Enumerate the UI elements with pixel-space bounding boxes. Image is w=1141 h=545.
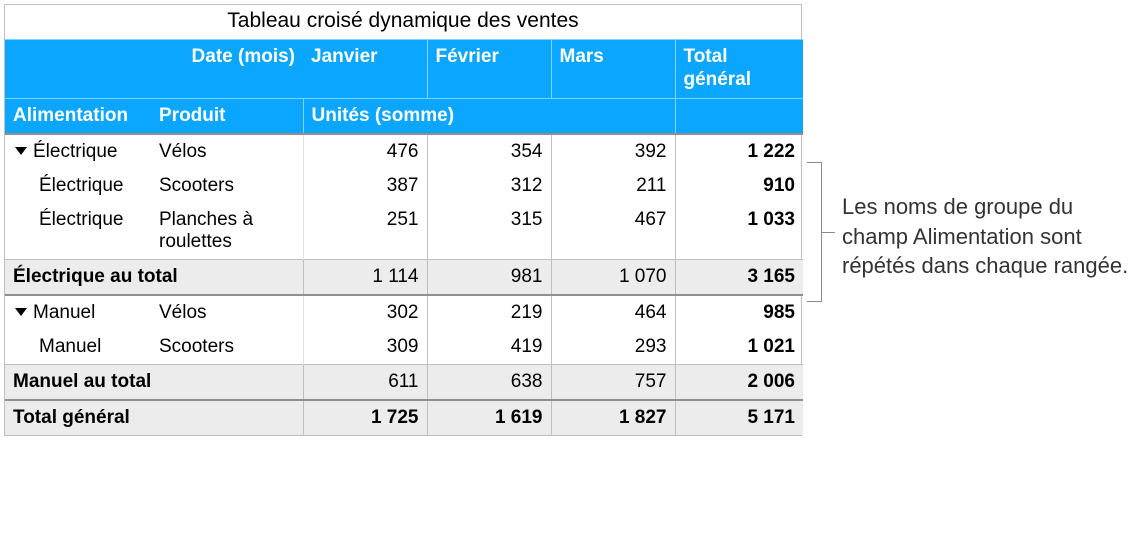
- subtotal-cell: 757: [551, 364, 675, 400]
- table-row: Manuel Vélos 302 219 464 985: [5, 295, 803, 330]
- table-row: Électrique Planches à roulettes 251 315 …: [5, 203, 803, 260]
- table-row: Électrique Vélos 476 354 392 1 222: [5, 134, 803, 169]
- subtotal-row: Électrique au total 1 114 981 1 070 3 16…: [5, 259, 803, 295]
- subtotal-total-cell: 3 165: [675, 259, 803, 295]
- table-row: Manuel Scooters 309 419 293 1 021: [5, 330, 803, 365]
- header-month: Mars: [551, 40, 675, 99]
- disclosure-triangle-icon[interactable]: [15, 147, 27, 155]
- product-cell: Scooters: [151, 330, 303, 365]
- grand-total-total-cell: 5 171: [675, 400, 803, 435]
- disclosure-triangle-icon[interactable]: [15, 308, 27, 316]
- grand-total-cell: 1 725: [303, 400, 427, 435]
- value-cell: 251: [303, 203, 427, 260]
- value-cell: 419: [427, 330, 551, 365]
- row-total-cell: 1 021: [675, 330, 803, 365]
- header-empty: [675, 98, 803, 134]
- value-cell: 354: [427, 134, 551, 169]
- subtotal-cell: 1 070: [551, 259, 675, 295]
- value-cell: 464: [551, 295, 675, 330]
- value-cell: 302: [303, 295, 427, 330]
- group-name: Électrique: [13, 209, 124, 231]
- row-total-cell: 1 033: [675, 203, 803, 260]
- group-name: Électrique: [33, 141, 118, 162]
- product-cell: Planches à roulettes: [151, 203, 303, 260]
- grand-total-label: Total général: [5, 400, 303, 435]
- annotation: Les noms de groupe du champ Alimentation…: [808, 4, 1137, 154]
- row-total-cell: 985: [675, 295, 803, 330]
- value-cell: 309: [303, 330, 427, 365]
- group-name: Manuel: [13, 336, 101, 358]
- header-units: Unités (somme): [303, 98, 675, 134]
- header-alimentation: Alimentation: [5, 98, 151, 134]
- value-cell: 392: [551, 134, 675, 169]
- table-title: Tableau croisé dynamique des ventes: [5, 5, 801, 39]
- product-cell: Vélos: [151, 295, 303, 330]
- value-cell: 293: [551, 330, 675, 365]
- value-cell: 476: [303, 134, 427, 169]
- table-row: Électrique Scooters 387 312 211 910: [5, 169, 803, 203]
- annotation-text: Les noms de groupe du champ Alimentation…: [842, 192, 1132, 281]
- value-cell: 467: [551, 203, 675, 260]
- row-total-cell: 1 222: [675, 134, 803, 169]
- group-name: Électrique: [13, 175, 124, 197]
- product-cell: Scooters: [151, 169, 303, 203]
- subtotal-cell: 1 114: [303, 259, 427, 295]
- group-name: Manuel: [33, 302, 95, 323]
- value-cell: 312: [427, 169, 551, 203]
- product-cell: Vélos: [151, 134, 303, 169]
- grand-total-cell: 1 619: [427, 400, 551, 435]
- subtotal-label: Manuel au total: [5, 364, 303, 400]
- row-total-cell: 910: [675, 169, 803, 203]
- subtotal-label: Électrique au total: [5, 259, 303, 295]
- header-month: Février: [427, 40, 551, 99]
- subtotal-cell: 611: [303, 364, 427, 400]
- pivot-table-container: Tableau croisé dynamique des ventes Date…: [4, 4, 802, 436]
- grand-total-row: Total général 1 725 1 619 1 827 5 171: [5, 400, 803, 435]
- header-produit: Produit: [151, 98, 303, 134]
- header-grand-total: Total général: [675, 40, 803, 99]
- grand-total-cell: 1 827: [551, 400, 675, 435]
- header-date-label: Date (mois): [5, 40, 303, 99]
- header-month: Janvier: [303, 40, 427, 99]
- value-cell: 315: [427, 203, 551, 260]
- bracket-icon: [808, 162, 822, 302]
- subtotal-cell: 638: [427, 364, 551, 400]
- value-cell: 211: [551, 169, 675, 203]
- pivot-table: Date (mois) Janvier Février Mars Total g…: [5, 39, 803, 435]
- subtotal-total-cell: 2 006: [675, 364, 803, 400]
- subtotal-cell: 981: [427, 259, 551, 295]
- subtotal-row: Manuel au total 611 638 757 2 006: [5, 364, 803, 400]
- value-cell: 387: [303, 169, 427, 203]
- value-cell: 219: [427, 295, 551, 330]
